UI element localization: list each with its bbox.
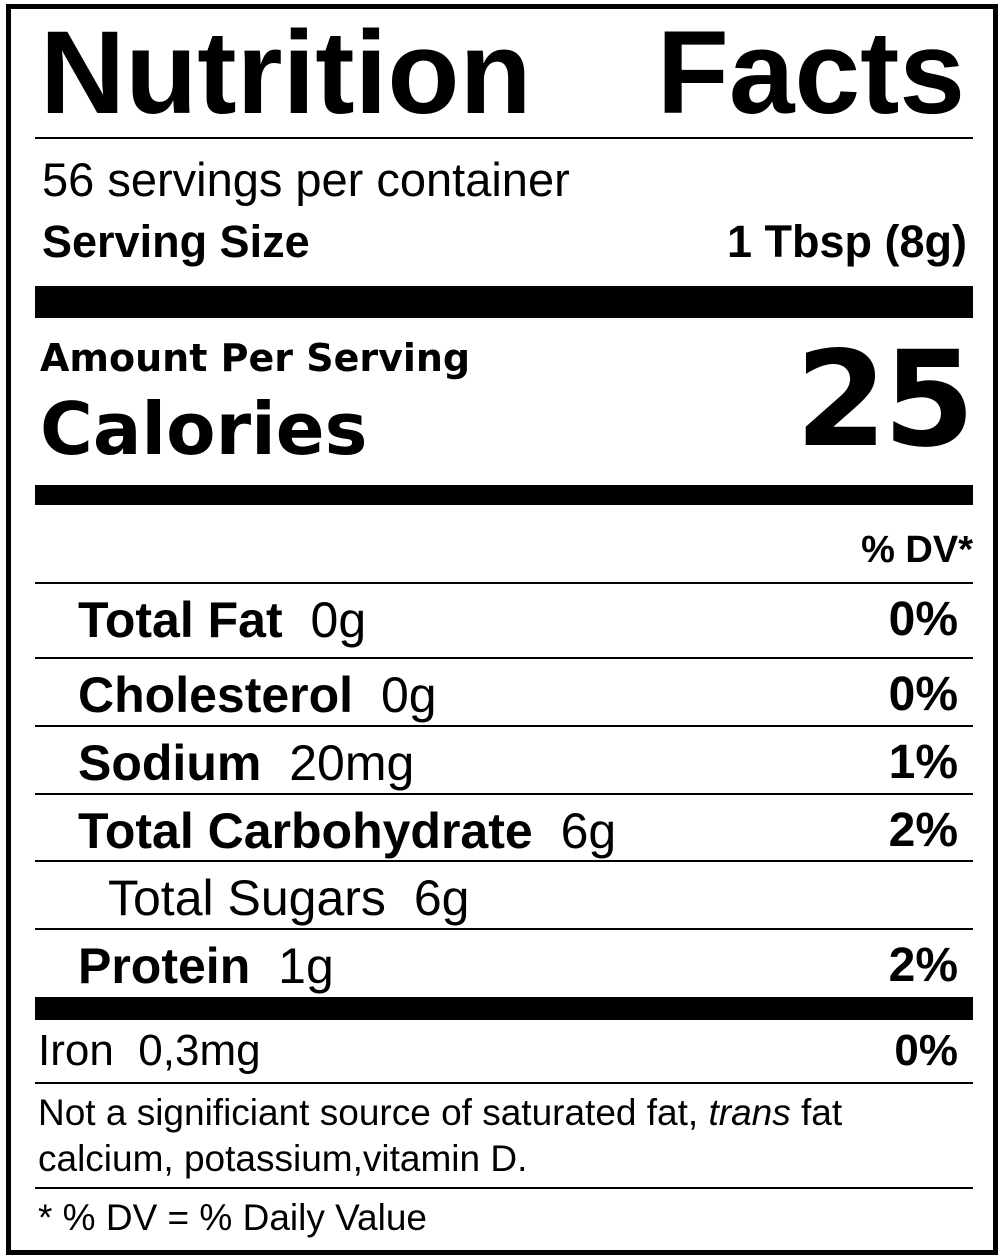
footnote-text: fat calcium, potassium,vitamin D.: [38, 1092, 843, 1179]
nutrient-row: Total Carbohydrate 6g 2%: [35, 795, 973, 861]
nutrient-name: Total Fat: [78, 592, 283, 648]
nutrient-amount: 0g: [380, 667, 437, 723]
nutrient-dv: 0%: [888, 593, 958, 646]
nutrient-amount: 1g: [278, 938, 334, 994]
footnote-text: Not a significiant source of saturated f…: [38, 1092, 709, 1133]
nutrient-dv: 1%: [888, 736, 958, 789]
nutrient-dv: 2%: [888, 939, 958, 992]
thick-divider: [35, 997, 973, 1020]
nutrient-label: Sodium 20mg: [78, 733, 414, 793]
iron-name: Iron: [38, 1026, 114, 1075]
servings-per-container: 56 servings per container: [42, 153, 570, 206]
nutrient-dv: 0%: [888, 668, 958, 721]
divider: [35, 1187, 973, 1189]
nutrient-amount: 0g: [310, 592, 367, 648]
nutrient-row: Sodium 20mg 1%: [35, 727, 973, 793]
nutrient-row: Protein 1g 2%: [35, 930, 973, 996]
divider: [35, 860, 973, 862]
nutrient-row: Total Sugars 6g: [35, 862, 973, 928]
divider: [35, 928, 973, 930]
dv-header: % DV*: [861, 529, 973, 571]
divider: [35, 137, 973, 139]
nutrient-name: Total Sugars: [108, 870, 386, 926]
calories-label: Calories: [40, 387, 368, 471]
label-title: Nutrition Facts: [40, 7, 965, 139]
nutrient-label: Cholesterol 0g: [78, 665, 437, 725]
divider: [35, 582, 973, 584]
divider: [35, 1082, 973, 1084]
nutrient-name: Protein: [78, 938, 251, 994]
divider: [35, 793, 973, 795]
nutrient-label: Total Carbohydrate 6g: [78, 801, 616, 861]
dv-note: * % DV = % Daily Value: [38, 1197, 428, 1238]
serving-size-label: Serving Size: [42, 216, 310, 267]
nutrient-amount: 6g: [413, 870, 470, 926]
iron-amount: 0,3mg: [138, 1026, 261, 1075]
nutrient-name: Sodium: [78, 735, 262, 791]
label-border: [6, 4, 998, 1255]
calories-value: 25: [795, 323, 975, 477]
thick-divider: [35, 286, 973, 318]
footnote: Not a significiant source of saturated f…: [38, 1090, 973, 1182]
nutrient-label: Total Fat 0g: [78, 590, 366, 650]
nutrient-name: Cholesterol: [78, 667, 354, 723]
footnote-italic: trans: [708, 1092, 791, 1133]
divider: [35, 725, 973, 727]
nutrient-amount: 20mg: [289, 735, 415, 791]
nutrient-amount: 6g: [560, 803, 617, 859]
iron-dv: 0%: [894, 1026, 958, 1075]
nutrient-name: Total Carbohydrate: [78, 803, 533, 859]
thick-divider: [35, 485, 973, 505]
nutrient-label: Protein 1g: [78, 936, 334, 996]
nutrient-label: Total Sugars 6g: [108, 868, 469, 928]
nutrient-row: Total Fat 0g 0%: [35, 584, 973, 650]
serving-size-value: 1 Tbsp (8g): [726, 216, 967, 267]
divider: [35, 657, 973, 659]
iron-label: Iron 0,3mg: [38, 1024, 261, 1078]
nutrient-row: Cholesterol 0g 0%: [35, 659, 973, 725]
nutrient-dv: 2%: [888, 804, 958, 857]
amount-per-serving: Amount Per Serving: [40, 336, 471, 380]
